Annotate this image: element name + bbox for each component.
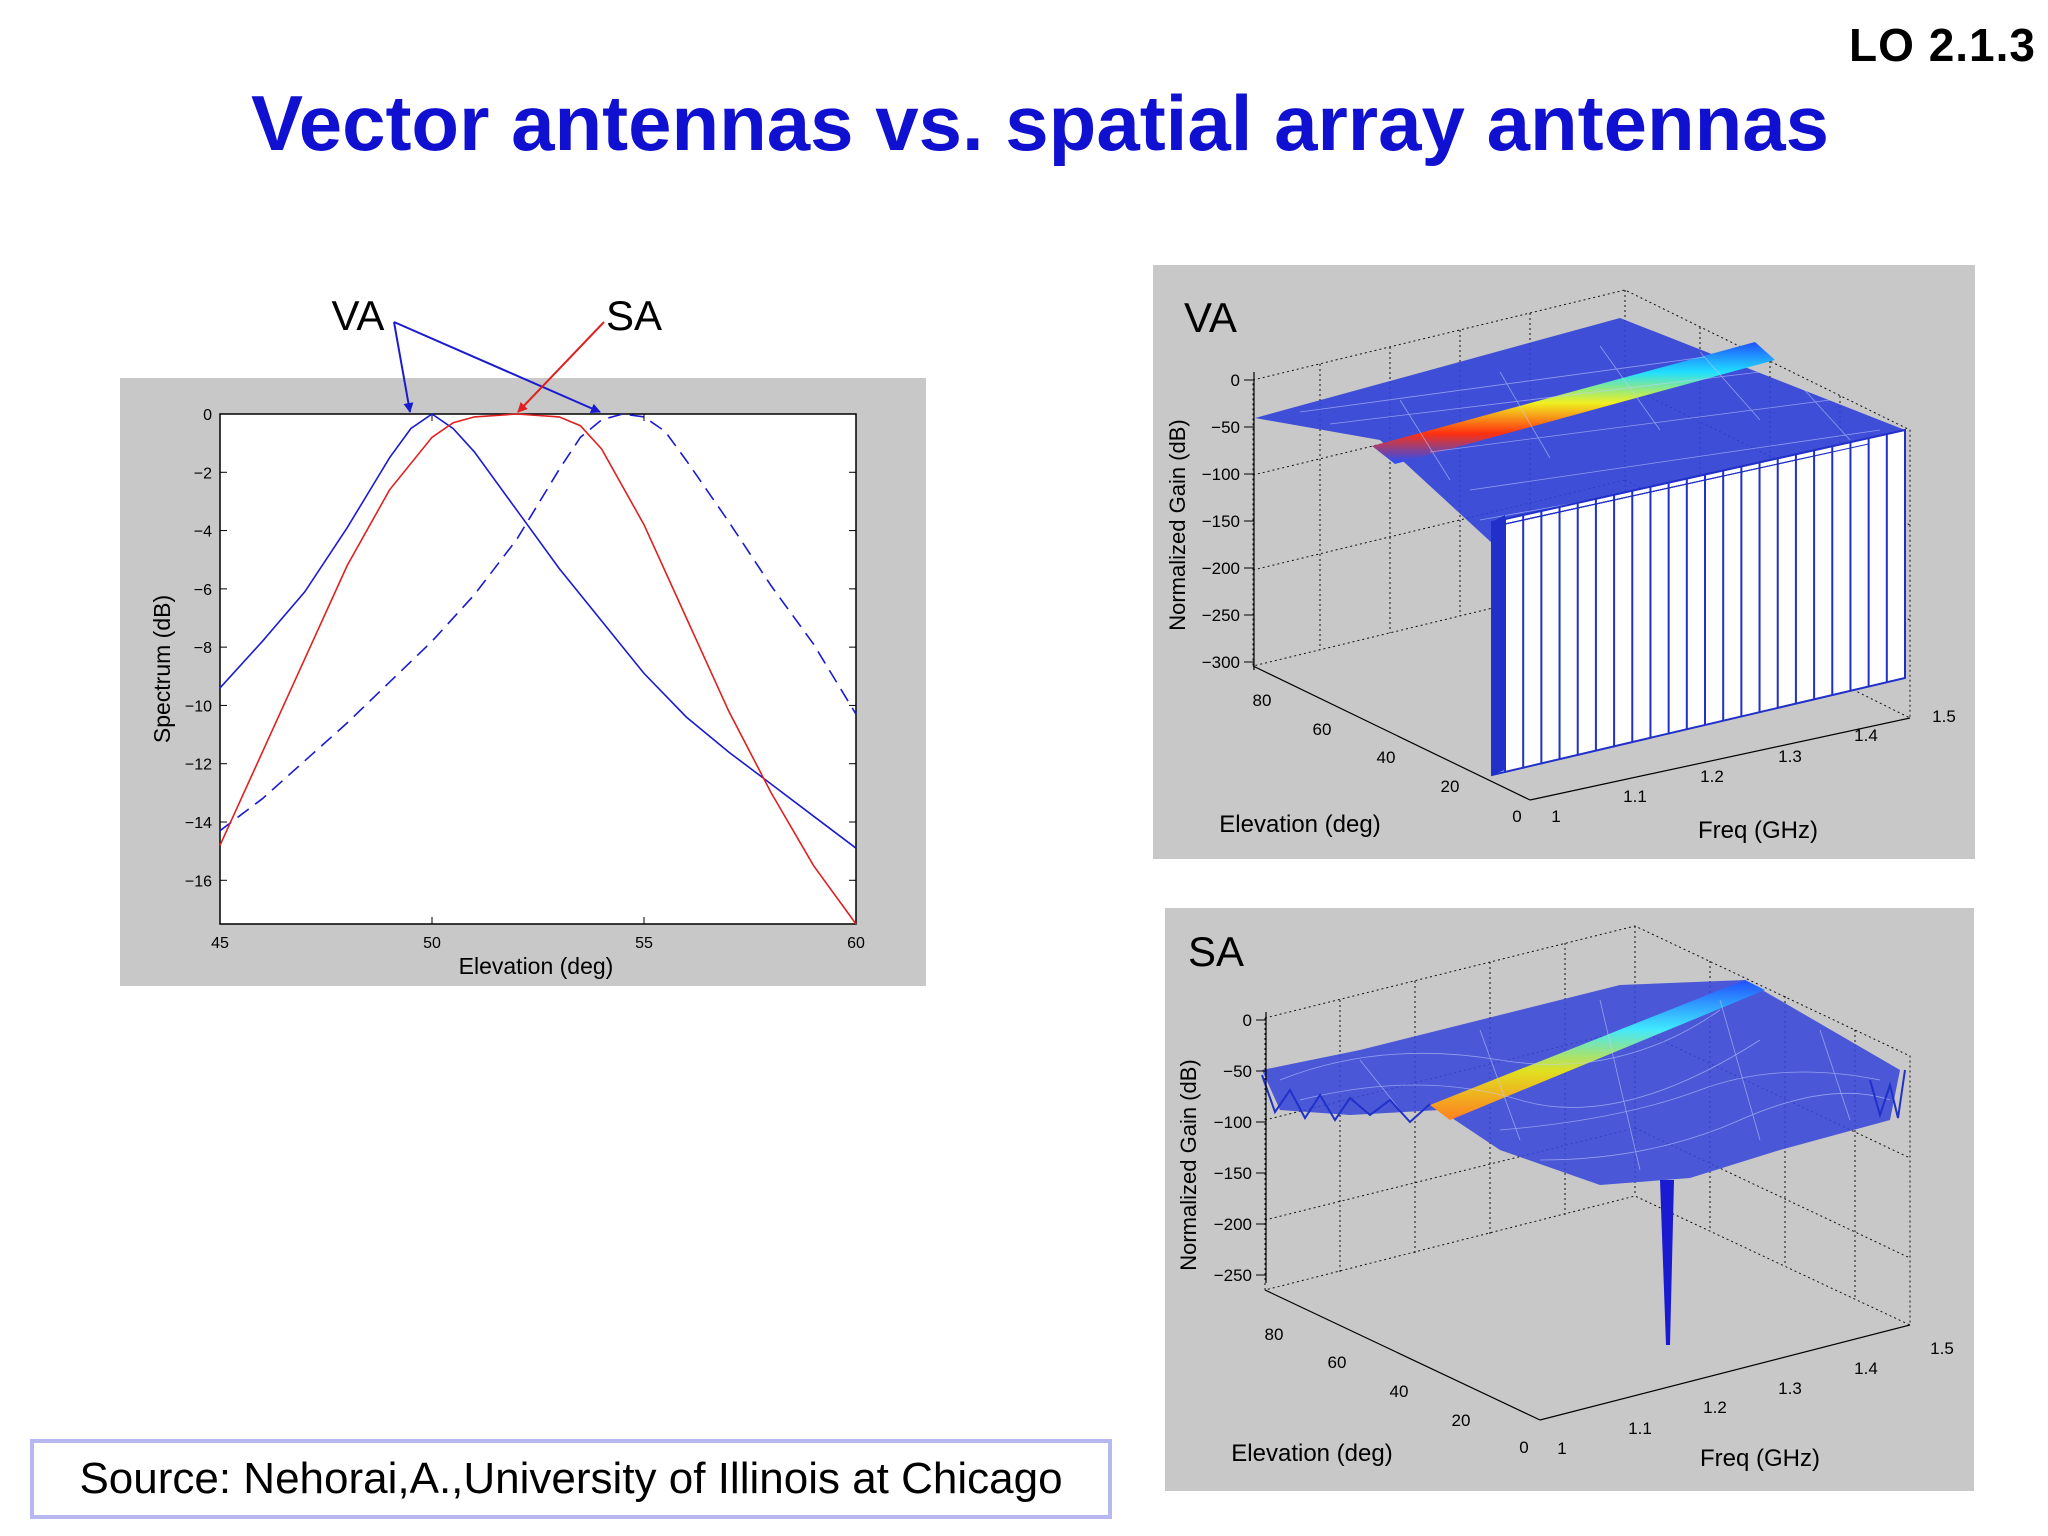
z-tick-label: −250	[1214, 1266, 1252, 1285]
y-tick-label: 1.2	[1700, 767, 1724, 786]
x-tick-label: 60	[1328, 1353, 1347, 1372]
sa-arrow	[517, 321, 605, 413]
z-tick-label: −200	[1202, 559, 1240, 578]
y-tick-label: −6	[194, 582, 212, 599]
va-surface-top	[1255, 318, 1905, 555]
z-tick-label: −150	[1202, 512, 1240, 531]
lo-label: LO 2.1.3	[1849, 19, 2036, 71]
series-line-1	[219, 413, 857, 832]
sa-surface-beam	[1430, 980, 1765, 1120]
va-panel-label: VA	[1184, 294, 1237, 341]
spectrum-chart: 45 50 55 60 0 −2 −4 −6 −8 −10 −12 −14 −16 Elevation …	[120, 292, 926, 986]
va-surface-plot: VA	[1153, 265, 1975, 859]
x-tick-label: 50	[423, 935, 441, 952]
va-arrow-dashed	[393, 321, 601, 413]
x-tick-label: 20	[1452, 1411, 1471, 1430]
y-tick-label: −10	[185, 698, 212, 715]
va-curtain-edge	[1492, 515, 1505, 775]
x-tick-label: 45	[211, 935, 229, 952]
va-curtain-rung	[1504, 443, 1869, 525]
y-tick-label: −12	[185, 757, 212, 774]
z-tick-label: −250	[1202, 606, 1240, 625]
va-axis-ticks: 0 −50 −100 −150 −200 −250 −300 80 60 40 20 0 1 1.1 1.2…	[1202, 371, 1956, 826]
y-axis-line	[1529, 717, 1911, 801]
va-z-axis-label: Normalized Gain (dB)	[1165, 419, 1190, 631]
y-axis-line	[1539, 1324, 1911, 1421]
y-tick-label: −14	[185, 815, 212, 832]
y-tick-label: 1.1	[1623, 787, 1647, 806]
x-tick-label: 40	[1390, 1382, 1409, 1401]
y-tick-label: −16	[185, 873, 212, 890]
y-tick-label: 1.3	[1778, 1379, 1802, 1398]
slide-title: Vector antennas vs. spatial array antenn…	[250, 79, 1830, 167]
z-tick-label: −50	[1223, 1062, 1252, 1081]
x-tick-label: 0	[1512, 807, 1521, 826]
z-tick-label: −200	[1214, 1215, 1252, 1234]
z-tick-label: −100	[1202, 465, 1240, 484]
y-tick-label: 1.4	[1854, 726, 1878, 745]
z-tick-label: −100	[1214, 1113, 1252, 1132]
y-tick-label: −4	[194, 524, 212, 541]
sa-null-spike	[1660, 1180, 1674, 1345]
va-y-axis-label: Freq (GHz)	[1698, 817, 1818, 844]
y-tick-label: 1.4	[1854, 1359, 1878, 1378]
z-tick-label: −300	[1202, 653, 1240, 672]
sa-y-axis-label: Freq (GHz)	[1700, 1445, 1820, 1472]
y-tick-label: 1	[1551, 807, 1560, 826]
y-tick-label: −2	[194, 465, 212, 482]
sa-surface-top	[1262, 980, 1900, 1185]
sa-right-edge	[1869, 1069, 1906, 1119]
x-tick-label: 80	[1253, 691, 1272, 710]
va-curtain-lines	[1504, 430, 1906, 773]
x-tick-label: 40	[1377, 748, 1396, 767]
x-tick-label: 0	[1519, 1438, 1528, 1457]
sa-x-axis-label: Elevation (deg)	[1231, 1440, 1392, 1467]
z-tick-label: −50	[1211, 418, 1240, 437]
x-tick-label: 80	[1265, 1325, 1284, 1344]
x-tick-label: 55	[635, 935, 653, 952]
z-tick-label: 0	[1231, 371, 1240, 390]
y-tick-label: 1.1	[1628, 1419, 1652, 1438]
y-tick-label: 1.2	[1703, 1398, 1727, 1417]
x-axis-line	[1264, 1289, 1541, 1421]
va-arrow-solid	[393, 321, 414, 413]
sa-axis-ticks: 0 −50 −100 −150 −200 −250 80 60 40 20 0 1 1.1 1.2 1.3 1…	[1214, 1011, 1954, 1458]
sa-front-edge	[1261, 1074, 1431, 1124]
sa-z-axis-label: Normalized Gain (dB)	[1176, 1059, 1201, 1271]
plot-area	[219, 413, 857, 925]
y-tick-label: −8	[194, 640, 212, 657]
z-tick-label: −150	[1214, 1164, 1252, 1183]
x-axis-label: Elevation (deg)	[459, 953, 614, 979]
x-axis-line	[1252, 665, 1531, 801]
sa-surface-mesh	[1279, 999, 1891, 1171]
axis-ticks: 45 50 55 60 0 −2 −4 −6 −8 −10 −12 −14 −16	[185, 407, 865, 952]
y-tick-label: 1.3	[1778, 747, 1802, 766]
va-annotation: VA	[332, 292, 385, 339]
y-tick-label: 1	[1557, 1439, 1566, 1458]
series-line-0	[219, 413, 857, 849]
series-line-2	[219, 413, 857, 925]
x-tick-label: 60	[847, 935, 865, 952]
va-x-axis-label: Elevation (deg)	[1219, 811, 1380, 838]
y-axis-label: Spectrum (dB)	[149, 595, 175, 743]
va-surface-beam	[1372, 342, 1775, 464]
x-tick-label: 60	[1313, 720, 1332, 739]
y-tick-label: 0	[203, 407, 212, 424]
sa-surface-plot: SA	[1165, 908, 1974, 1491]
y-tick-label: 1.5	[1930, 1339, 1954, 1358]
source-citation: Source: Nehorai,A.,University of Illinoi…	[30, 1439, 1112, 1519]
x-tick-label: 20	[1441, 777, 1460, 796]
y-tick-label: 1.5	[1932, 707, 1956, 726]
sa-panel-background	[1165, 908, 1974, 1491]
z-tick-label: 0	[1243, 1011, 1252, 1030]
sa-panel-label: SA	[1188, 928, 1244, 975]
series-lines	[219, 413, 857, 925]
sa-annotation: SA	[606, 292, 662, 339]
